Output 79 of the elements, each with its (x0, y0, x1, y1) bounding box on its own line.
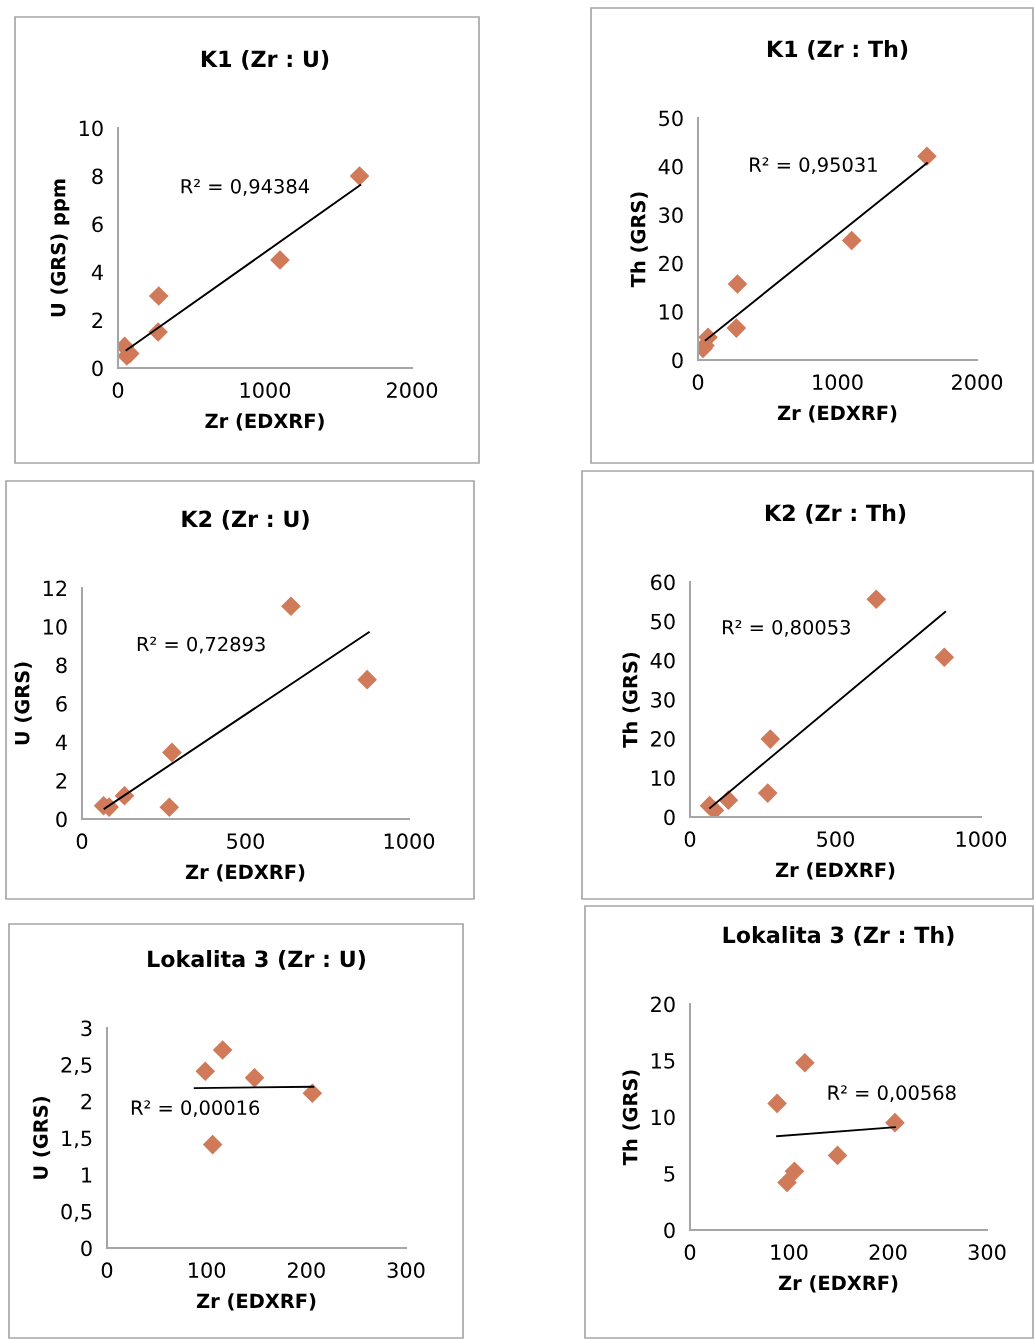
chart-title: K2 (Zr : U) (182, 510, 309, 530)
x-tick-label: 200 (869, 1244, 907, 1261)
y-tick-label: 50 (651, 613, 675, 630)
y-tick-label: 2 (92, 312, 103, 328)
chart-title: K2 (Zr : Th) (765, 504, 906, 524)
y-tick-label: 0 (672, 352, 683, 369)
x-tick-label: 0 (684, 1244, 696, 1261)
x-tick-label: 100 (189, 1262, 226, 1279)
y-tick-label: 40 (658, 158, 683, 175)
y-tick-label: 20 (659, 255, 683, 272)
x-axis-title: Zr (EDXRF) (196, 1293, 316, 1311)
y-tick-label: 8 (56, 657, 67, 674)
x-tick-label: 1000 (956, 831, 1007, 848)
x-axis-title: Zr (EDXRF) (205, 413, 324, 431)
y-axis-title: Th (GRS) (622, 652, 640, 748)
y-tick-label: 3 (81, 1020, 92, 1037)
x-tick-label: 2000 (952, 374, 1003, 391)
y-tick-label: 40 (650, 652, 675, 669)
y-tick-label: 0 (92, 360, 103, 377)
x-tick-label: 500 (817, 831, 854, 848)
y-tick-label: 5 (664, 1166, 675, 1182)
y-tick-label: 10 (43, 618, 67, 635)
annotation: R² = 0,72893 (137, 636, 265, 654)
y-tick-label: 50 (659, 110, 683, 127)
x-axis-title: Zr (EDXRF) (185, 864, 305, 882)
y-tick-label: 0 (664, 809, 675, 826)
x-tick-label: 500 (227, 833, 264, 850)
annotation: R² = 0,95031 (750, 157, 877, 175)
x-tick-label: 100 (771, 1244, 808, 1261)
x-tick-label: 0 (692, 374, 704, 391)
x-tick-label: 200 (287, 1262, 325, 1279)
y-tick-label: 15 (651, 1053, 675, 1069)
x-tick-label: 300 (387, 1262, 425, 1279)
annotation: R² = 0,00568 (828, 1085, 956, 1103)
y-tick-label: 0,5 (61, 1203, 92, 1222)
x-tick-label: 0 (684, 831, 696, 848)
y-tick-label: 20 (651, 731, 675, 747)
x-axis-title: Zr (EDXRF) (777, 405, 897, 423)
y-axis-title: U (GRS) (14, 662, 32, 745)
y-tick-label: 10 (651, 770, 675, 787)
x-tick-label: 0 (112, 382, 124, 399)
chart-title: K1 (Zr : Th) (767, 40, 908, 60)
y-tick-label: 12 (43, 580, 67, 596)
y-tick-label: 6 (92, 216, 103, 233)
y-tick-label: 2,5 (61, 1057, 92, 1075)
y-axis-title: U (GRS) (32, 1097, 51, 1179)
annotation: R² = 0,80053 (723, 619, 850, 637)
chart-title: Lokalita 3 (Zr : U) (148, 950, 365, 970)
x-tick-label: 1000 (813, 374, 863, 391)
y-tick-label: 30 (659, 207, 683, 224)
x-tick-label: 300 (968, 1244, 1006, 1261)
x-tick-label: 2000 (387, 382, 438, 399)
y-axis-title: U (GRS) ppm (50, 179, 70, 317)
y-tick-label: 10 (651, 1109, 675, 1126)
y-tick-label: 0 (56, 811, 67, 828)
chart-title: K1 (Zr : U) (201, 50, 329, 70)
y-tick-label: 4 (55, 734, 67, 750)
y-tick-label: 30 (651, 691, 675, 708)
y-tick-label: 6 (56, 695, 67, 712)
y-tick-label: 1 (82, 1167, 92, 1183)
y-tick-label: 2 (81, 1093, 92, 1110)
y-tick-label: 10 (659, 304, 683, 320)
x-axis-title: Zr (EDXRF) (775, 862, 895, 880)
y-tick-label: 8 (92, 168, 103, 185)
y-axis-title: Th (GRS) (622, 1070, 640, 1166)
y-tick-label: 0 (664, 1222, 675, 1239)
chart-title: Lokalita 3 (Zr : Th) (723, 926, 954, 946)
x-axis-title: Zr (EDXRF) (778, 1275, 898, 1293)
x-tick-label: 1000 (384, 833, 435, 850)
y-tick-label: 2 (56, 772, 67, 789)
y-tick-label: 10 (79, 120, 103, 137)
y-tick-label: 20 (651, 996, 675, 1013)
annotation: R² = 0,94384 (181, 178, 310, 196)
y-tick-label: 60 (651, 574, 675, 591)
y-tick-label: 1,5 (62, 1130, 92, 1149)
x-tick-label: 1000 (240, 382, 291, 399)
y-tick-label: 4 (91, 264, 103, 280)
annotation: R² = 0,00016 (131, 1100, 260, 1118)
y-axis-title: Th (GRS) (630, 192, 648, 288)
